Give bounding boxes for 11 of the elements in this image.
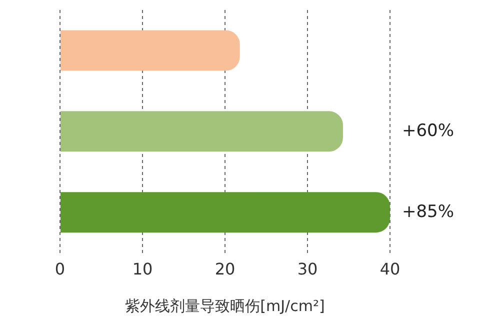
x-axis-title: 紫外线剂量导致晒伤[mJ/cm²] — [125, 296, 325, 315]
text: +85% — [402, 202, 454, 222]
bar — [60, 111, 343, 152]
bar — [60, 192, 390, 233]
x-tick-label: 0 — [54, 260, 66, 279]
x-tick-label: 40 — [380, 260, 400, 279]
x-tick-label: 30 — [297, 260, 318, 279]
text: +60% — [402, 120, 454, 141]
x-tick-label: 10 — [132, 260, 153, 279]
bar — [60, 30, 240, 71]
x-tick-label: 20 — [214, 260, 236, 279]
